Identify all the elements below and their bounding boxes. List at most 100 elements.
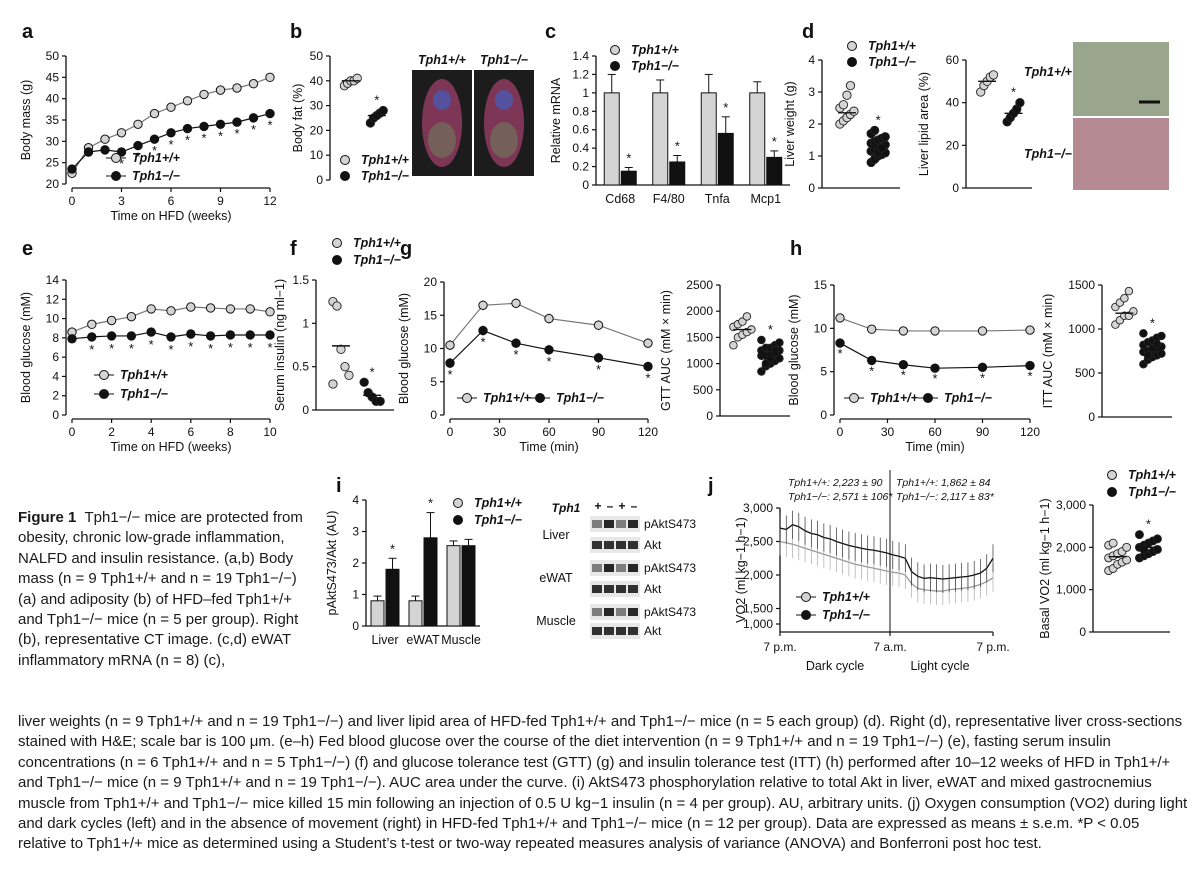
y-tick-label: 2,000 — [743, 568, 773, 582]
y-tick-label: 1.4 — [572, 49, 589, 63]
y-tick-label: 0 — [52, 408, 59, 422]
x-tick-label: 0 — [837, 425, 844, 439]
data-point — [898, 326, 909, 336]
legend-label: Tph1−/− — [822, 608, 871, 622]
data-point — [344, 370, 354, 380]
blot-band — [616, 585, 626, 593]
bar — [766, 156, 783, 186]
legend-marker — [610, 61, 620, 71]
caption-title: Tph1−/− mice are protected from obesity,… — [18, 509, 303, 567]
data-point — [166, 128, 176, 138]
data-point — [930, 326, 940, 336]
blot-lane-label: – — [631, 499, 638, 513]
x-tick-label: 30 — [881, 425, 895, 439]
bar — [669, 161, 686, 186]
blot-strip — [590, 516, 640, 532]
bar — [603, 92, 620, 186]
legend-marker — [111, 153, 121, 163]
blot-band — [628, 608, 638, 616]
legend-label: Tph1+/+ — [822, 590, 871, 604]
data-point — [182, 96, 193, 106]
y-tick-label: 20 — [310, 123, 324, 137]
legend-marker — [535, 393, 545, 403]
y-tick-label: 0 — [706, 409, 713, 423]
data-point — [842, 90, 852, 100]
significance-star: * — [447, 367, 452, 382]
blot-band — [628, 520, 638, 528]
legend-marker — [453, 515, 463, 525]
data-point — [1015, 98, 1025, 108]
panel-letter-j: j — [707, 475, 714, 497]
y-tick-label: 1,000 — [1056, 583, 1086, 597]
significance-star: * — [168, 342, 173, 357]
y-tick-label: 0 — [952, 181, 959, 195]
data-point — [445, 340, 455, 350]
he-image-label: Tph1+/+ — [1024, 65, 1073, 79]
blot-band — [628, 585, 638, 593]
bar — [461, 545, 476, 627]
blot-band — [604, 541, 614, 549]
y-tick-label: 1500 — [1068, 278, 1095, 292]
legend-marker — [847, 41, 857, 51]
blot-band-label: Akt — [644, 582, 662, 596]
blot-strip — [590, 537, 640, 553]
x-tick-label: 0 — [69, 194, 76, 208]
data-point — [988, 70, 999, 80]
blot-band — [592, 520, 602, 528]
blot-band — [616, 520, 626, 528]
legend-label: Tph1+/+ — [132, 151, 181, 165]
legend-marker — [99, 370, 109, 380]
data-point — [133, 119, 143, 129]
significance-star: * — [837, 346, 842, 361]
significance-star: * — [980, 370, 985, 385]
y-tick-label: 14 — [46, 273, 60, 287]
significance-star: * — [768, 322, 773, 337]
y-tick-label: 50 — [310, 49, 324, 63]
significance-star: * — [596, 362, 601, 377]
significance-star: * — [208, 341, 213, 356]
data-point — [977, 362, 988, 373]
legend-marker — [99, 389, 109, 399]
significance-star: * — [149, 337, 154, 352]
y-tick-label: 4 — [808, 53, 815, 67]
legend-label: Tph1+/+ — [120, 368, 169, 382]
significance-star: * — [932, 371, 937, 386]
legend-label: Tph1−/− — [944, 391, 993, 405]
significance-star: * — [428, 496, 433, 511]
y-axis-title: Relative mRNA — [549, 77, 563, 163]
data-point — [845, 80, 856, 91]
legend-marker — [462, 393, 472, 403]
legend-label: Tph1−/− — [631, 59, 680, 73]
blot-tissue-label: Liver — [542, 528, 569, 542]
caption-line-1: (a,b) Body mass (n = 9 Tph1+/+ and n = 1… — [18, 549, 299, 669]
panel-letter-d: d — [802, 21, 814, 43]
series-line — [839, 317, 1031, 332]
y-tick-label: 3 — [808, 85, 815, 99]
blot-strip — [590, 560, 640, 576]
significance-star: * — [1146, 517, 1151, 532]
x-category-label: eWAT — [406, 633, 440, 647]
y-tick-label: 1 — [808, 149, 815, 163]
data-point — [1143, 351, 1153, 360]
data-point — [1152, 339, 1162, 349]
significance-star: * — [168, 137, 173, 152]
he-image — [1073, 42, 1169, 116]
significance-star: * — [772, 134, 777, 149]
data-point — [166, 306, 176, 316]
data-point — [186, 302, 196, 312]
y-tick-label: 500 — [693, 383, 713, 397]
data-point — [544, 313, 554, 324]
bar — [652, 92, 669, 186]
blot-lane-label: + — [594, 499, 601, 513]
y-tick-label: 30 — [310, 99, 324, 113]
y-tick-label: 1.5 — [292, 273, 309, 287]
legend-label: Tph1+/+ — [868, 39, 917, 53]
y-axis-title: VO2 (ml kg−1 h−1) — [734, 517, 748, 623]
panel-letter-f: f — [290, 238, 297, 260]
y-tick-label: 1000 — [1068, 322, 1095, 336]
bar — [385, 568, 400, 627]
bar — [717, 132, 734, 186]
y-axis-title: Blood glucose (mM) — [397, 293, 411, 404]
y-tick-label: 45 — [46, 70, 60, 84]
